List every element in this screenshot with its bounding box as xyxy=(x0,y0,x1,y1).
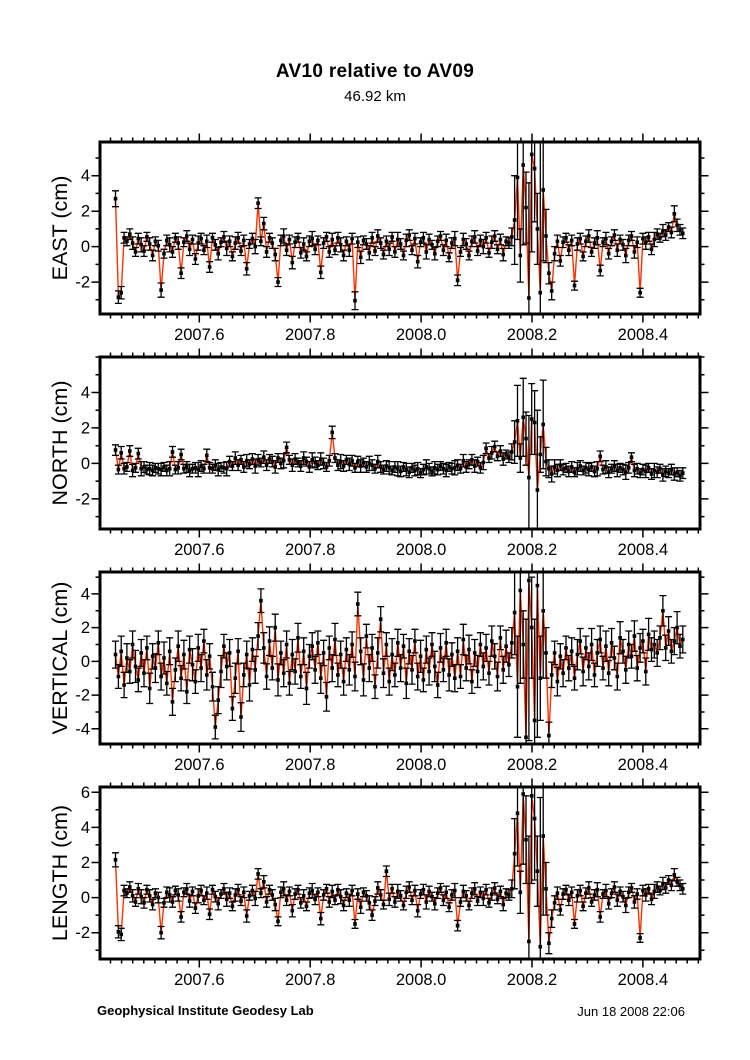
panel-north: 2007.6 2007.8 2008.0 2008.2 2008.4 -2 0 2 4 NORTH… xyxy=(48,348,709,559)
x-tick-label: 2007.8 xyxy=(285,326,335,344)
x-tick-label: 2007.8 xyxy=(285,756,335,774)
panel-length: 2007.6 2007.8 2008.0 2008.2 2008.4 -2 0 2 4 6 LENG… xyxy=(48,778,709,989)
x-tick-label: 2007.8 xyxy=(285,541,335,559)
y-tick-label: 0 xyxy=(81,653,90,671)
connecting-line xyxy=(114,793,684,947)
x-tick-label: 2008.2 xyxy=(507,756,557,774)
connecting-line xyxy=(114,417,684,491)
plot-frame xyxy=(98,570,702,746)
plot-frame xyxy=(98,785,702,961)
axis-ticks xyxy=(91,133,709,323)
data-series xyxy=(112,143,687,313)
y-tick-label: 2 xyxy=(81,419,90,437)
x-tick-label: 2008.4 xyxy=(618,756,668,774)
x-tick-label: 2007.8 xyxy=(285,971,335,989)
y-axis-title: VERTICAL (cm) xyxy=(48,582,72,735)
data-series xyxy=(112,377,687,528)
y-tick-label: 4 xyxy=(81,585,90,603)
x-tick-label: 2008.0 xyxy=(396,326,446,344)
y-tick-label: -2 xyxy=(75,924,90,942)
y-tick-label: -4 xyxy=(75,720,90,738)
y-tick-label: 0 xyxy=(81,238,90,256)
y-tick-label: -2 xyxy=(75,687,90,705)
y-tick-label: 4 xyxy=(81,384,90,402)
y-tick-label: -2 xyxy=(75,490,90,508)
x-tick-label: 2007.6 xyxy=(174,326,224,344)
error-bars xyxy=(112,143,687,313)
x-tick-label: 2007.6 xyxy=(174,971,224,989)
axis-ticks xyxy=(91,563,709,753)
x-tick-label: 2008.2 xyxy=(507,971,557,989)
chart-title: AV10 relative to AV09 xyxy=(275,61,475,82)
x-tick-label: 2008.0 xyxy=(396,756,446,774)
data-points xyxy=(113,152,685,303)
y-tick-label: 2 xyxy=(81,854,90,872)
x-tick-label: 2007.6 xyxy=(174,541,224,559)
y-tick-label: 4 xyxy=(81,819,90,837)
y-tick-label: 6 xyxy=(81,784,90,802)
x-tick-label: 2008.0 xyxy=(396,541,446,559)
y-tick-label: -2 xyxy=(75,274,90,292)
plot-frame xyxy=(98,140,702,316)
data-points xyxy=(113,792,685,949)
y-tick-label: 0 xyxy=(81,455,90,473)
y-tick-label: 0 xyxy=(81,889,90,907)
y-tick-label: 4 xyxy=(81,167,90,185)
y-tick-label: 2 xyxy=(81,203,90,221)
chart-subtitle: 46.92 km xyxy=(344,88,406,105)
x-tick-label: 2008.4 xyxy=(618,326,668,344)
axis-ticks xyxy=(91,348,709,538)
data-series xyxy=(112,788,687,958)
plot-frame xyxy=(98,355,702,531)
y-axis-title: NORTH (cm) xyxy=(48,380,72,505)
axis-ticks xyxy=(91,778,709,968)
x-tick-label: 2008.4 xyxy=(618,971,668,989)
footer-timestamp: Jun 18 2008 22:06 xyxy=(577,1004,685,1019)
x-tick-label: 2008.2 xyxy=(507,326,557,344)
y-axis-title: LENGTH (cm) xyxy=(48,805,72,941)
data-points xyxy=(113,415,685,492)
connecting-line xyxy=(114,154,684,301)
y-axis-title: EAST (cm) xyxy=(48,176,72,281)
x-tick-label: 2008.2 xyxy=(507,541,557,559)
x-tick-label: 2007.6 xyxy=(174,756,224,774)
panel-east: 2007.6 2007.8 2008.0 2008.2 2008.4 -2 0 2 4 EAST … xyxy=(48,133,709,344)
y-tick-label: 2 xyxy=(81,619,90,637)
footer-credit: Geophysical Institute Geodesy Lab xyxy=(97,1003,314,1018)
x-tick-label: 2008.4 xyxy=(618,541,668,559)
data-series xyxy=(112,573,687,743)
x-tick-label: 2008.0 xyxy=(396,971,446,989)
panel-vertical: 2007.6 2007.8 2008.0 2008.2 2008.4 -4 -2 0 2 4 VER… xyxy=(48,563,709,774)
